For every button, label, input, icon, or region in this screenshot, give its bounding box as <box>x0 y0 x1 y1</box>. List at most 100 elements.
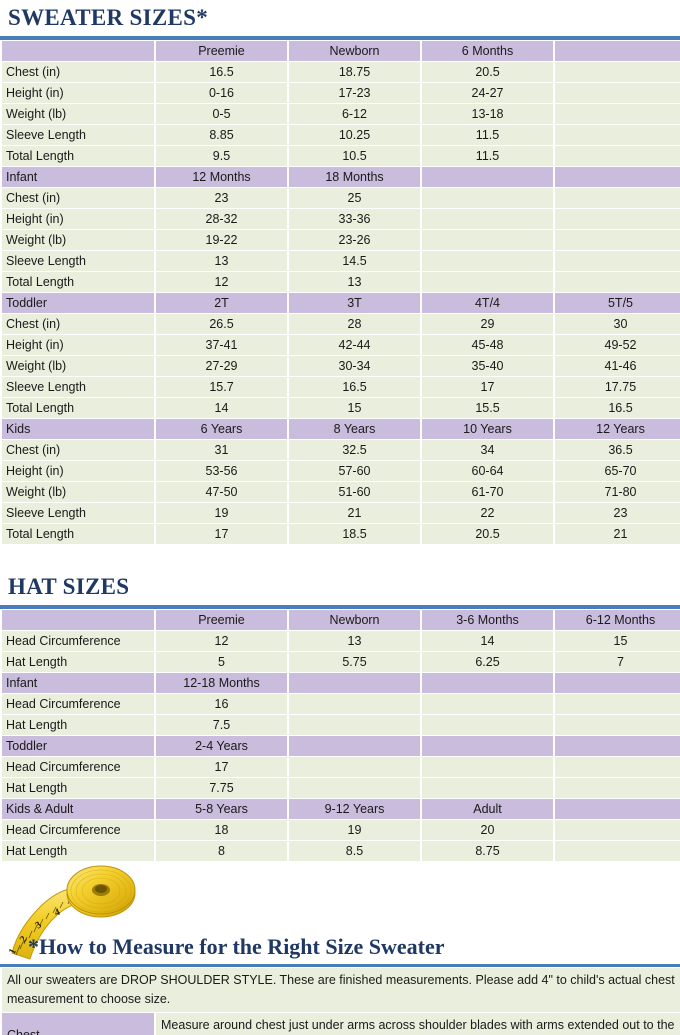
group-size-cell: Preemie <box>156 41 287 61</box>
group-size-cell: 6 Months <box>422 41 553 61</box>
group-size-cell <box>422 673 553 693</box>
row-label: Sleeve Length <box>2 251 154 271</box>
table-row: Weight (lb) 47-50 51-60 61-70 71-80 <box>2 482 680 502</box>
row-value <box>555 83 680 103</box>
row-label: Weight (lb) <box>2 230 154 250</box>
group-size-cell: 5-8 Years <box>156 799 287 819</box>
row-value: 13-18 <box>422 104 553 124</box>
sweater-sizes-title: SWEATER SIZES* <box>8 5 208 30</box>
row-value <box>289 715 420 735</box>
sweater-sizes-table: Preemie Newborn 6 Months Chest (in) 16.5… <box>0 40 680 545</box>
measure-title-rule <box>0 964 680 968</box>
svg-text:3: 3 <box>33 920 44 932</box>
group-size-cell: 9-12 Years <box>289 799 420 819</box>
row-value <box>555 104 680 124</box>
row-value: 13 <box>289 631 420 651</box>
row-value: 65-70 <box>555 461 680 481</box>
svg-text:1: 1 <box>8 947 19 957</box>
row-value: 10.5 <box>289 146 420 166</box>
table-row: Total Length 17 18.5 20.5 21 <box>2 524 680 544</box>
row-value <box>422 757 553 777</box>
row-value <box>555 230 680 250</box>
row-value <box>422 694 553 714</box>
table-row: Chest (in) 26.5 28 29 30 <box>2 314 680 334</box>
group-size-cell <box>555 41 680 61</box>
group-label-cell: Kids <box>2 419 154 439</box>
row-value: 21 <box>555 524 680 544</box>
row-value: 17 <box>156 757 287 777</box>
sweater-table-body: Preemie Newborn 6 Months Chest (in) 16.5… <box>2 41 680 544</box>
row-label: Height (in) <box>2 209 154 229</box>
row-value: 7.75 <box>156 778 287 798</box>
row-label: Head Circumference <box>2 694 154 714</box>
table-row: Chest (in) 23 25 <box>2 188 680 208</box>
table-row: Hat Length 8 8.5 8.75 <box>2 841 680 861</box>
svg-text:2: 2 <box>18 934 30 945</box>
group-size-cell: Newborn <box>289 41 420 61</box>
row-value: 7.5 <box>156 715 287 735</box>
row-value: 8 <box>156 841 287 861</box>
row-label: Height (in) <box>2 335 154 355</box>
group-size-cell: 3-6 Months <box>422 610 553 630</box>
row-value <box>555 251 680 271</box>
row-value: 17 <box>156 524 287 544</box>
row-label: Head Circumference <box>2 757 154 777</box>
group-size-cell: Newborn <box>289 610 420 630</box>
row-label: Sleeve Length <box>2 125 154 145</box>
row-value: 15.7 <box>156 377 287 397</box>
row-value: 28 <box>289 314 420 334</box>
table-row: Sleeve Length 13 14.5 <box>2 251 680 271</box>
group-size-cell: 12-18 Months <box>156 673 287 693</box>
row-value <box>422 188 553 208</box>
row-label: Weight (lb) <box>2 482 154 502</box>
table-group-header-row: Kids & Adult 5-8 Years 9-12 Years Adult <box>2 799 680 819</box>
hat-table-body: Preemie Newborn 3-6 Months 6-12 Months H… <box>2 610 680 861</box>
row-value <box>555 125 680 145</box>
row-value: 41-46 <box>555 356 680 376</box>
row-value: 30 <box>555 314 680 334</box>
group-label-cell: Infant <box>2 167 154 187</box>
measuring-tape-icon: 1 2 3 4 5 6 <box>8 865 136 960</box>
group-label-cell <box>2 610 154 630</box>
how-to-measure-section: 1 2 3 4 5 6 * <box>0 862 680 1035</box>
row-value <box>422 778 553 798</box>
group-label-cell: Infant <box>2 673 154 693</box>
group-size-cell: Adult <box>422 799 553 819</box>
row-value: 45-48 <box>422 335 553 355</box>
group-size-cell <box>422 167 553 187</box>
row-value <box>555 778 680 798</box>
row-value: 37-41 <box>156 335 287 355</box>
row-value: 14.5 <box>289 251 420 271</box>
row-value: 28-32 <box>156 209 287 229</box>
row-label: Total Length <box>2 146 154 166</box>
group-size-cell: 8 Years <box>289 419 420 439</box>
group-label-cell: Toddler <box>2 293 154 313</box>
table-row: Total Length 9.5 10.5 11.5 <box>2 146 680 166</box>
row-value: 24-27 <box>422 83 553 103</box>
row-value: 14 <box>422 631 553 651</box>
row-value <box>555 62 680 82</box>
row-label: Hat Length <box>2 652 154 672</box>
row-value <box>555 841 680 861</box>
group-size-cell <box>289 673 420 693</box>
row-value <box>555 715 680 735</box>
row-value: 11.5 <box>422 125 553 145</box>
group-label-cell: Kids & Adult <box>2 799 154 819</box>
table-row: Head Circumference 17 <box>2 757 680 777</box>
table-row: Sleeve Length 19 21 22 23 <box>2 503 680 523</box>
group-size-cell: 6 Years <box>156 419 287 439</box>
group-size-cell: 12 Years <box>555 419 680 439</box>
table-group-header-row: Toddler 2-4 Years <box>2 736 680 756</box>
row-value <box>422 272 553 292</box>
hat-sizes-section: HAT SIZES Preemie Newborn 3-6 Months 6-1… <box>0 545 680 862</box>
how-to-measure-title: *How to Measure for the Right Size Sweat… <box>28 934 445 959</box>
table-row: Chest (in) 31 32.5 34 36.5 <box>2 440 680 460</box>
row-value: 31 <box>156 440 287 460</box>
row-value: 7 <box>555 652 680 672</box>
row-value: 11.5 <box>422 146 553 166</box>
table-row: Height (in) 0-16 17-23 24-27 <box>2 83 680 103</box>
row-value: 18.5 <box>289 524 420 544</box>
row-value <box>289 694 420 714</box>
row-value: 36.5 <box>555 440 680 460</box>
row-value: 16.5 <box>156 62 287 82</box>
